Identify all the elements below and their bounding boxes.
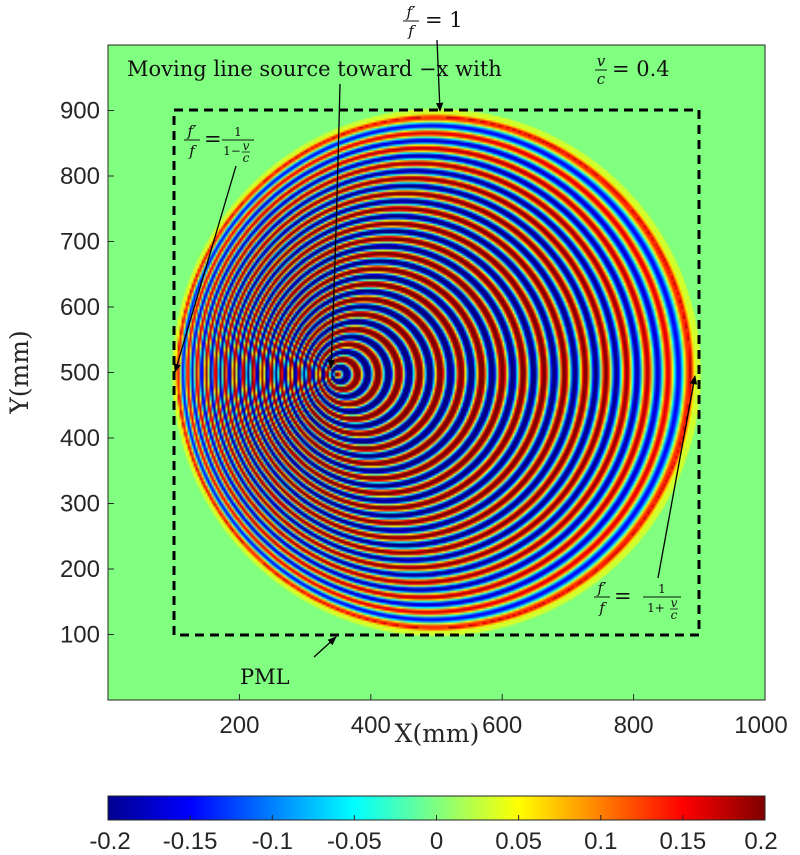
- source-annotation: Moving line source toward −x with v c = …: [127, 52, 670, 369]
- right-den: f: [598, 599, 607, 617]
- y-tick-label: 900: [60, 98, 100, 125]
- pml-label: PML: [240, 665, 290, 689]
- y-tick-label: 800: [60, 163, 100, 190]
- colorbar-ticks: -0.2 -0.15 -0.1 -0.05 0 0.05 0.1 0.15 0.2: [89, 815, 778, 855]
- right-annotation: f′ f = 1 1+ v c: [594, 375, 698, 622]
- left-vc-num: v: [243, 139, 250, 153]
- top-num: f′: [406, 3, 417, 21]
- y-axis: 100 200 300 400 500 600 700 800 900: [60, 98, 114, 649]
- source-vc-value: = 0.4: [612, 57, 670, 81]
- colorbar-tick-label: -0.15: [163, 828, 218, 855]
- right-vc-num: v: [671, 596, 678, 610]
- left-num: f′: [187, 122, 198, 140]
- pml-annotation: PML: [240, 636, 337, 689]
- left-eq: =: [204, 127, 222, 151]
- right-rhs-num: 1: [658, 582, 666, 596]
- left-rhs-den: 1−: [223, 144, 241, 158]
- y-axis-label: Y(mm): [5, 330, 34, 414]
- colorbar: -0.2 -0.15 -0.1 -0.05 0 0.05 0.1 0.15 0.2: [89, 795, 778, 855]
- x-tick-label: 600: [482, 712, 522, 739]
- top-rhs: = 1: [425, 8, 463, 32]
- top-annotation: f′ f = 1: [403, 3, 463, 112]
- colorbar-tick-label: 0.05: [495, 828, 542, 855]
- x-tick-label: 400: [351, 712, 391, 739]
- left-den: f: [188, 142, 197, 160]
- right-rhs-den: 1+: [647, 601, 665, 615]
- x-tick-label: 1000: [734, 712, 787, 739]
- top-arrow: [436, 39, 444, 112]
- source-vc-num: v: [597, 52, 606, 70]
- x-axis-label: X(mm): [395, 719, 480, 748]
- right-num: f′: [597, 579, 608, 597]
- colorbar-tick-label: -0.2: [89, 828, 130, 855]
- x-tick-label: 800: [614, 712, 654, 739]
- right-arrow: [657, 375, 698, 579]
- right-eq: =: [614, 584, 632, 608]
- colorbar-tick-label: 0.15: [660, 828, 707, 855]
- colorbar-tick-label: -0.1: [252, 828, 293, 855]
- left-vc-den: c: [243, 151, 250, 165]
- y-tick-label: 300: [60, 491, 100, 518]
- colorbar-tick-label: 0.1: [584, 828, 617, 855]
- y-tick-label: 700: [60, 229, 100, 256]
- pml-arrow: [313, 636, 337, 658]
- x-tick-label: 200: [219, 712, 259, 739]
- left-rhs-num: 1: [234, 125, 242, 139]
- colorbar-tick-label: -0.05: [327, 828, 382, 855]
- top-den: f: [407, 22, 416, 40]
- y-tick-label: 200: [60, 556, 100, 583]
- x-axis: 200 400 600 800 1000: [219, 694, 788, 739]
- colorbar-tick-label: 0.2: [744, 828, 777, 855]
- source-annotation-text: Moving line source toward −x with: [127, 57, 502, 81]
- left-annotation: f′ f = 1 1− v c: [173, 122, 254, 373]
- y-tick-label: 100: [60, 622, 100, 649]
- y-tick-label: 400: [60, 425, 100, 452]
- colorbar-tick-label: 0: [430, 828, 443, 855]
- source-vc-den: c: [597, 70, 606, 88]
- source-arrow: [327, 83, 341, 369]
- right-vc-den: c: [671, 608, 678, 622]
- y-tick-label: 500: [60, 360, 100, 387]
- wave-field-heatmap: [108, 45, 765, 700]
- left-arrow: [173, 165, 237, 373]
- y-tick-label: 600: [60, 294, 100, 321]
- plot-area: [107, 44, 766, 701]
